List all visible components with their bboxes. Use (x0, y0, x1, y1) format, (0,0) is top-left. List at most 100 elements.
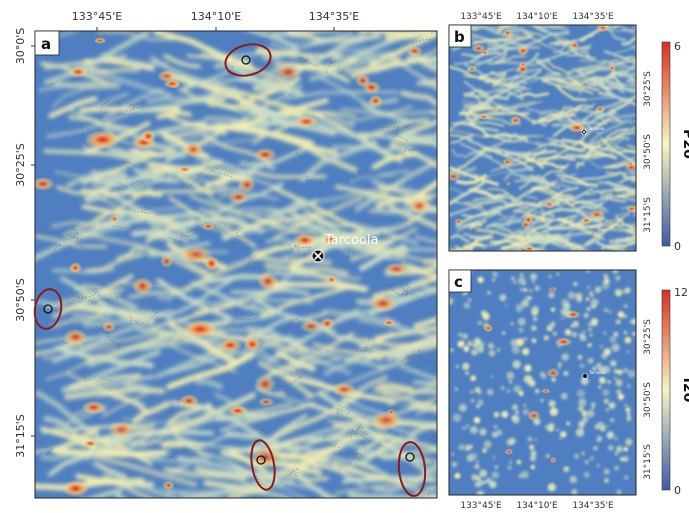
lineament-segment (293, 58, 358, 71)
intersection-density-blob (571, 489, 578, 495)
hotspot (548, 286, 557, 292)
hotspot (608, 64, 616, 72)
lineament-segment (487, 111, 531, 115)
lineament-segment (204, 116, 276, 127)
hotspot (567, 122, 586, 133)
hotspot (257, 272, 279, 291)
lineament-segment (491, 136, 542, 147)
lineament-segment (518, 174, 541, 190)
lineament-segment (513, 204, 548, 212)
panel-c: Tarcoola c 133°45'E 134°10'E 134°35'E 30… (448, 269, 689, 511)
tick-lat-2: 30°25'S (14, 143, 27, 187)
panel-b-label-box (448, 24, 472, 48)
deposit-contour (43, 304, 53, 314)
intersection-density-blob (623, 367, 629, 374)
contour-dash (393, 122, 418, 137)
intersection-density-blob (626, 416, 632, 422)
lineament-segment (59, 276, 138, 310)
lineament-segment (265, 389, 337, 417)
lineament-segment (279, 102, 355, 128)
lineament-segment (372, 386, 437, 395)
lineament-segment (43, 149, 139, 161)
panel-b-label: b (454, 28, 465, 46)
lineament-segment (615, 150, 636, 154)
contour-dash (337, 65, 362, 84)
lineament-segment (542, 77, 583, 87)
intersection-density-blob (587, 286, 591, 289)
lineament-segment (496, 101, 536, 109)
lineament-segment (166, 352, 255, 390)
panel-b: Tarcoola b 133°45'E 134°10'E 134°35'E 30… (448, 12, 689, 253)
contour-dash (126, 102, 136, 112)
intersection-density-blob (608, 402, 614, 408)
intersection-density-blob (616, 389, 622, 395)
lineament-segment (487, 188, 526, 205)
lineament-segment (507, 216, 524, 227)
lineament-segment (571, 103, 596, 112)
intersection-density-blob (521, 299, 530, 308)
hotspot (386, 408, 396, 416)
panel-a-left-ticks: 30°0'S 30°25'S 30°50'S 31°15'S (14, 28, 35, 458)
intersection-density-blob (476, 490, 485, 495)
lineament-segment (199, 206, 233, 227)
intersection-density-blob (624, 475, 629, 480)
lineament-segment (497, 196, 529, 206)
lineament-segment (484, 72, 507, 84)
lineament-segment (399, 119, 437, 138)
lineament-segment (523, 154, 545, 169)
intersection-density-blob (592, 366, 597, 371)
lineament-segment (625, 230, 636, 235)
lineament-segment (614, 43, 636, 54)
contour-dash (95, 291, 125, 303)
intersection-density-blob (534, 438, 538, 441)
intersection-density-blob (515, 303, 524, 312)
hotspot (237, 176, 256, 193)
intersection-density-blob (607, 380, 611, 384)
intersection-density-blob (629, 319, 635, 325)
intersection-density-blob (523, 288, 528, 292)
intersection-density-blob (593, 446, 598, 451)
lineament-segment (480, 68, 516, 77)
lineament-segment (64, 386, 166, 400)
lineament-segment (334, 476, 433, 495)
intersection-density-blob (462, 362, 470, 371)
hotspot (203, 255, 220, 272)
colorbar-p20-min: 0 (674, 240, 681, 253)
hotspot (182, 319, 218, 339)
lineament-segment (92, 461, 182, 498)
lineament-segment (389, 277, 427, 300)
intersection-density-blob (594, 286, 602, 294)
hotspot (506, 181, 511, 186)
lineament-segment (48, 96, 98, 119)
intersection-density-blob (455, 364, 459, 368)
intersection-density-blob (471, 474, 478, 481)
intersection-density-blob (516, 338, 525, 347)
hotspot (361, 80, 382, 94)
intersection-density-blob (555, 428, 560, 432)
hotspot (84, 129, 122, 150)
anomaly-ellipse-south (250, 439, 276, 491)
lineament-segment (608, 195, 636, 202)
lineament-segment (284, 358, 340, 374)
lineament-segment (476, 228, 531, 241)
hotspot (502, 158, 513, 166)
hotspot (274, 62, 303, 82)
lineament-segment (127, 205, 187, 213)
lineament-segment (222, 211, 319, 241)
contour-dash (385, 285, 409, 296)
intersection-density-blob (522, 409, 529, 416)
lineament-segment (288, 35, 381, 45)
intersection-density-blob (541, 373, 547, 380)
lineament-segment (63, 213, 108, 239)
lineament-segment (82, 68, 172, 98)
contour-dash (427, 484, 436, 497)
hotspot (109, 214, 120, 224)
lineament-segment (174, 433, 238, 450)
lineament-segment (549, 189, 573, 200)
lineament-segment (70, 373, 142, 389)
lineament-segment (387, 396, 437, 419)
lineament-segment (413, 317, 437, 329)
lineament-segment (541, 79, 594, 95)
hotspot (249, 447, 282, 468)
lineament-segment (341, 420, 435, 472)
